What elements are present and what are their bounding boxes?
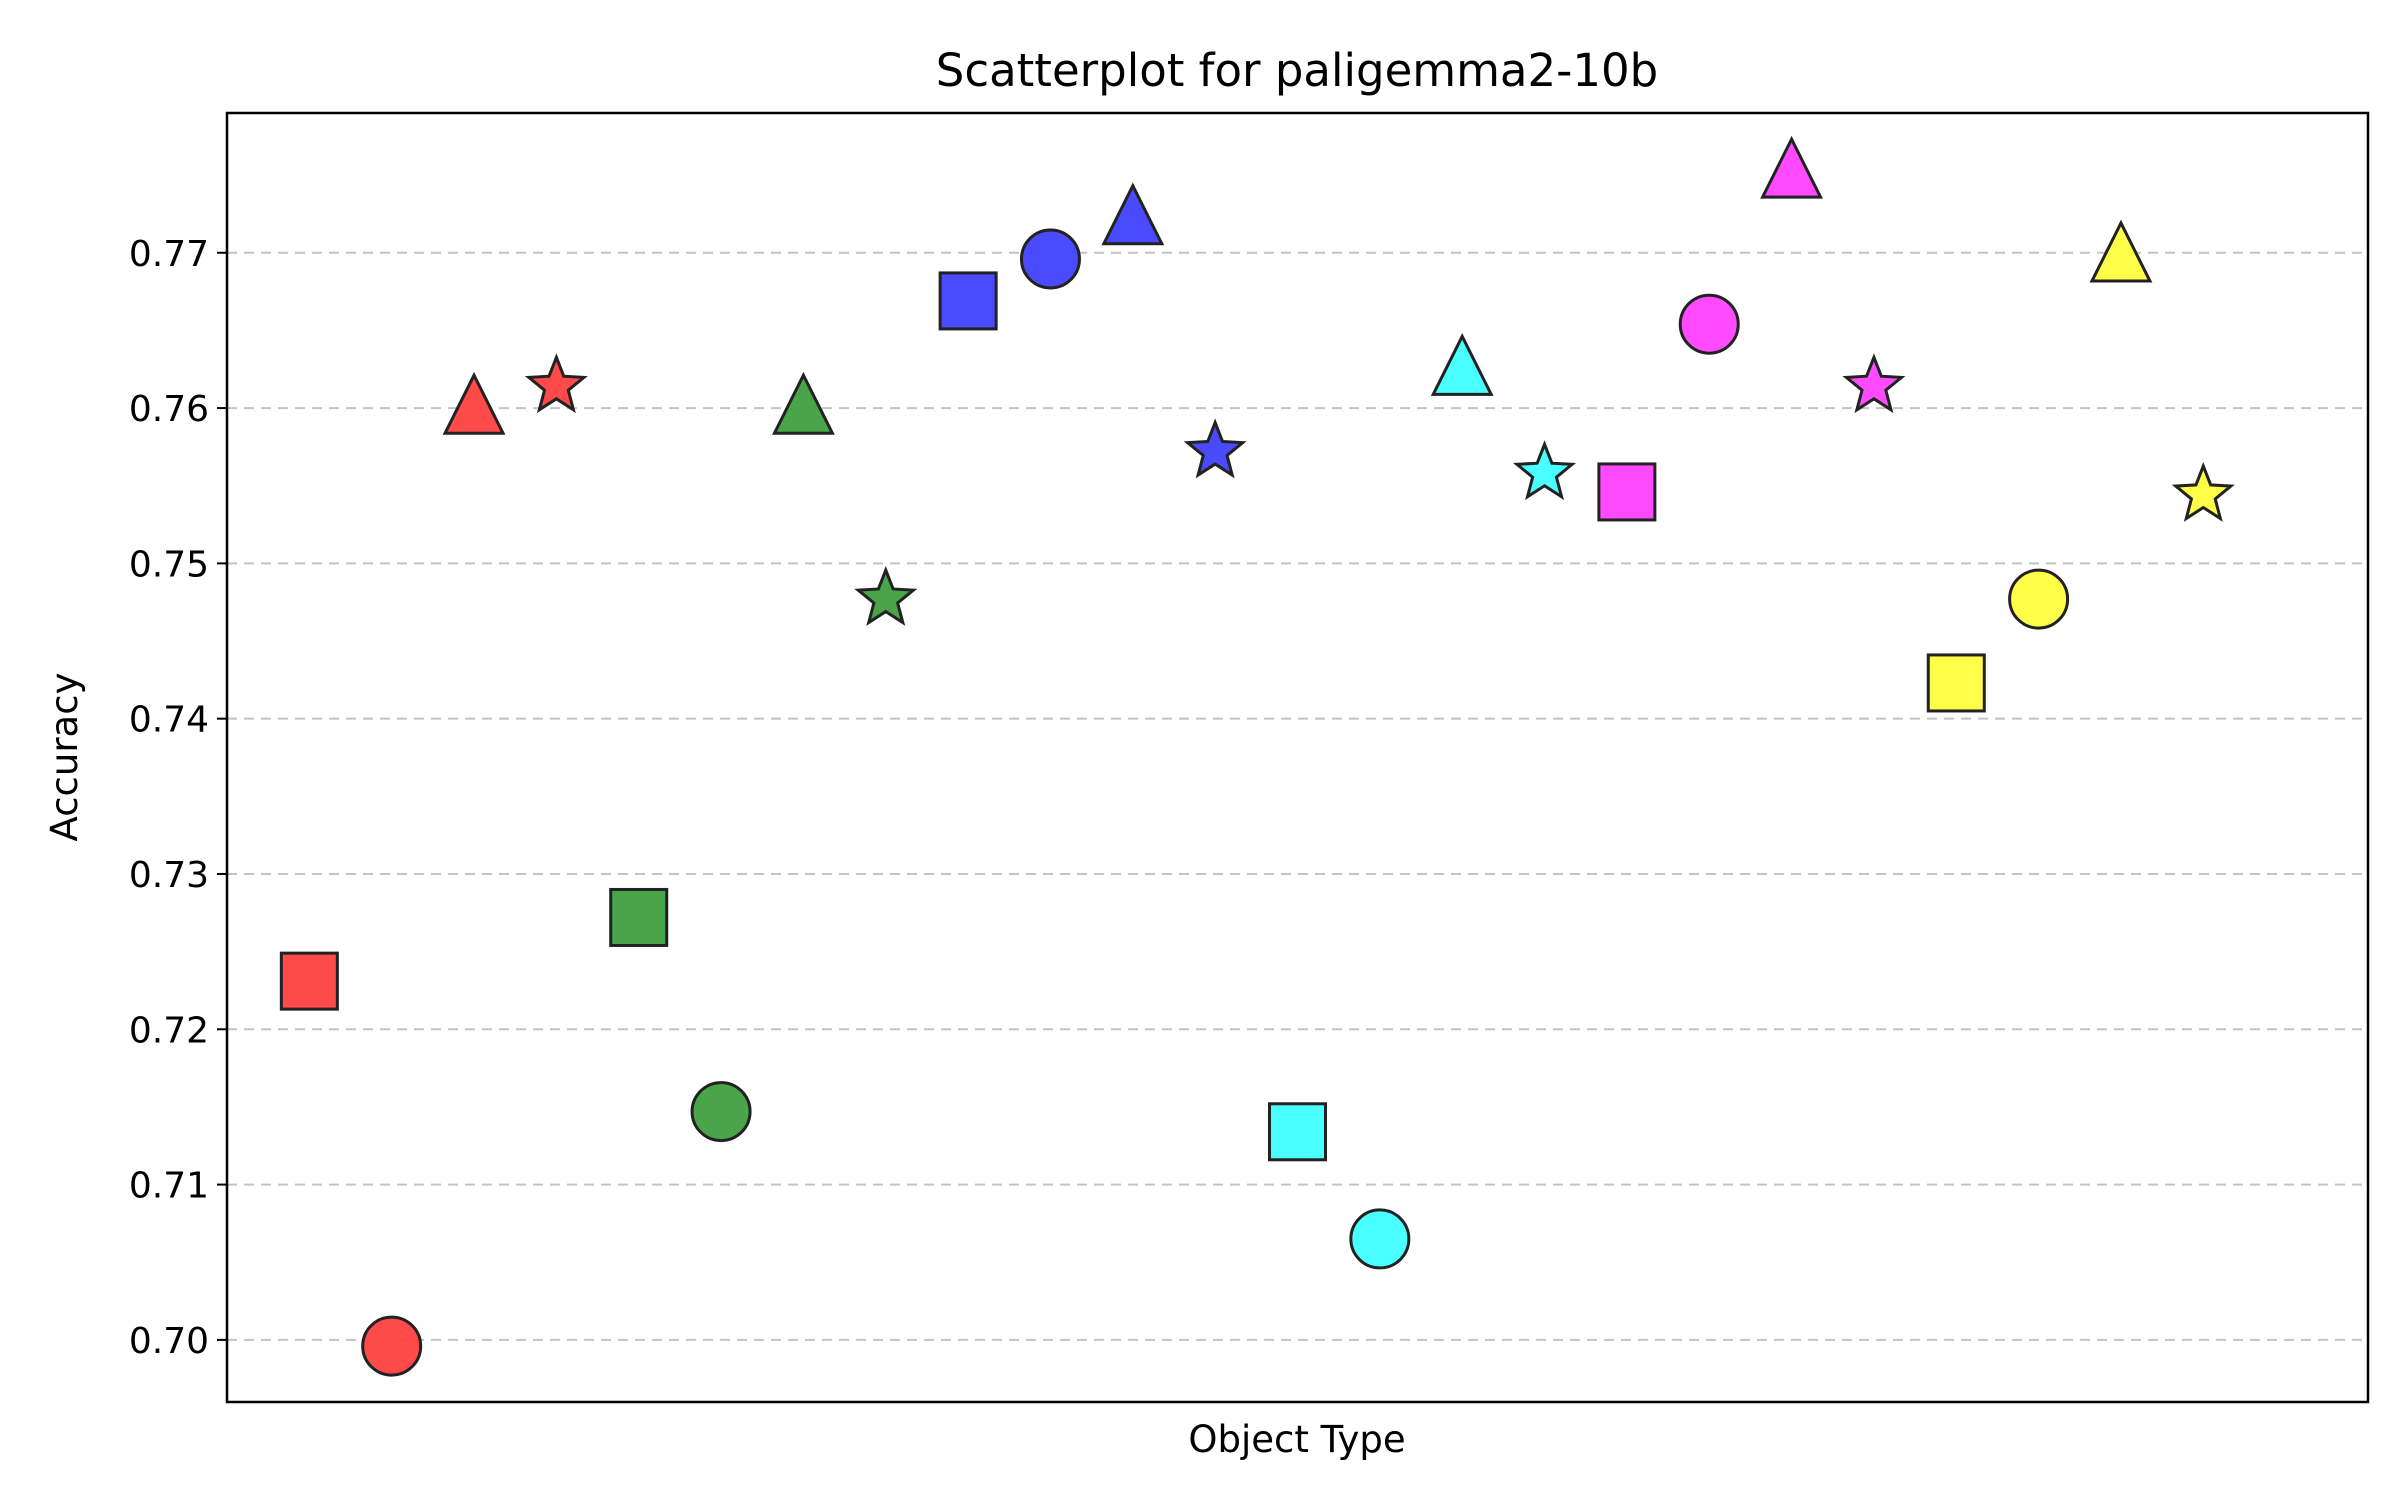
data-point-circle <box>1678 293 1740 355</box>
data-points <box>279 135 2235 1377</box>
y-tick-label: 0.72 <box>129 1010 209 1051</box>
data-point-square <box>1597 462 1657 522</box>
data-point-star <box>1513 440 1577 501</box>
y-tick-label: 0.76 <box>129 389 209 430</box>
data-point-star <box>854 565 918 626</box>
data-point-square <box>609 887 669 947</box>
data-point-triangle <box>2089 219 2153 283</box>
y-axis-label: Accuracy <box>43 673 86 842</box>
data-point-triangle <box>1760 135 1824 199</box>
data-point-square <box>1268 1102 1327 1162</box>
data-point-triangle <box>1430 333 1494 396</box>
plot-frame <box>225 111 2370 1404</box>
data-point-star <box>2171 461 2235 522</box>
data-point-circle <box>361 1315 423 1377</box>
data-point-triangle <box>442 371 506 435</box>
data-point-circle <box>2008 568 2070 630</box>
data-point-circle <box>1019 228 1081 290</box>
data-point-star <box>524 353 588 414</box>
y-tick-label: 0.74 <box>129 700 209 741</box>
data-point-square <box>279 951 339 1011</box>
data-point-circle <box>690 1081 752 1143</box>
y-tick-label: 0.75 <box>129 544 209 585</box>
data-point-triangle <box>771 371 835 435</box>
y-tick-label: 0.77 <box>129 234 209 275</box>
data-point-triangle <box>1101 182 1165 246</box>
x-axis-label: Object Type <box>1188 1418 1405 1461</box>
chart-title: Scatterplot for paligemma2-10b <box>936 44 1658 97</box>
y-tick-label: 0.73 <box>129 855 209 896</box>
y-tick-label: 0.70 <box>129 1321 209 1362</box>
y-tick-label: 0.71 <box>129 1166 209 1207</box>
data-point-circle <box>1349 1208 1411 1270</box>
data-point-square <box>1926 653 1986 713</box>
data-point-star <box>1183 418 1247 479</box>
data-point-square <box>938 271 998 331</box>
y-axis-ticks: 0.70 0.71 0.72 0.73 0.74 0.75 0.76 0.77 <box>129 234 227 1362</box>
data-point-star <box>1842 353 1906 414</box>
